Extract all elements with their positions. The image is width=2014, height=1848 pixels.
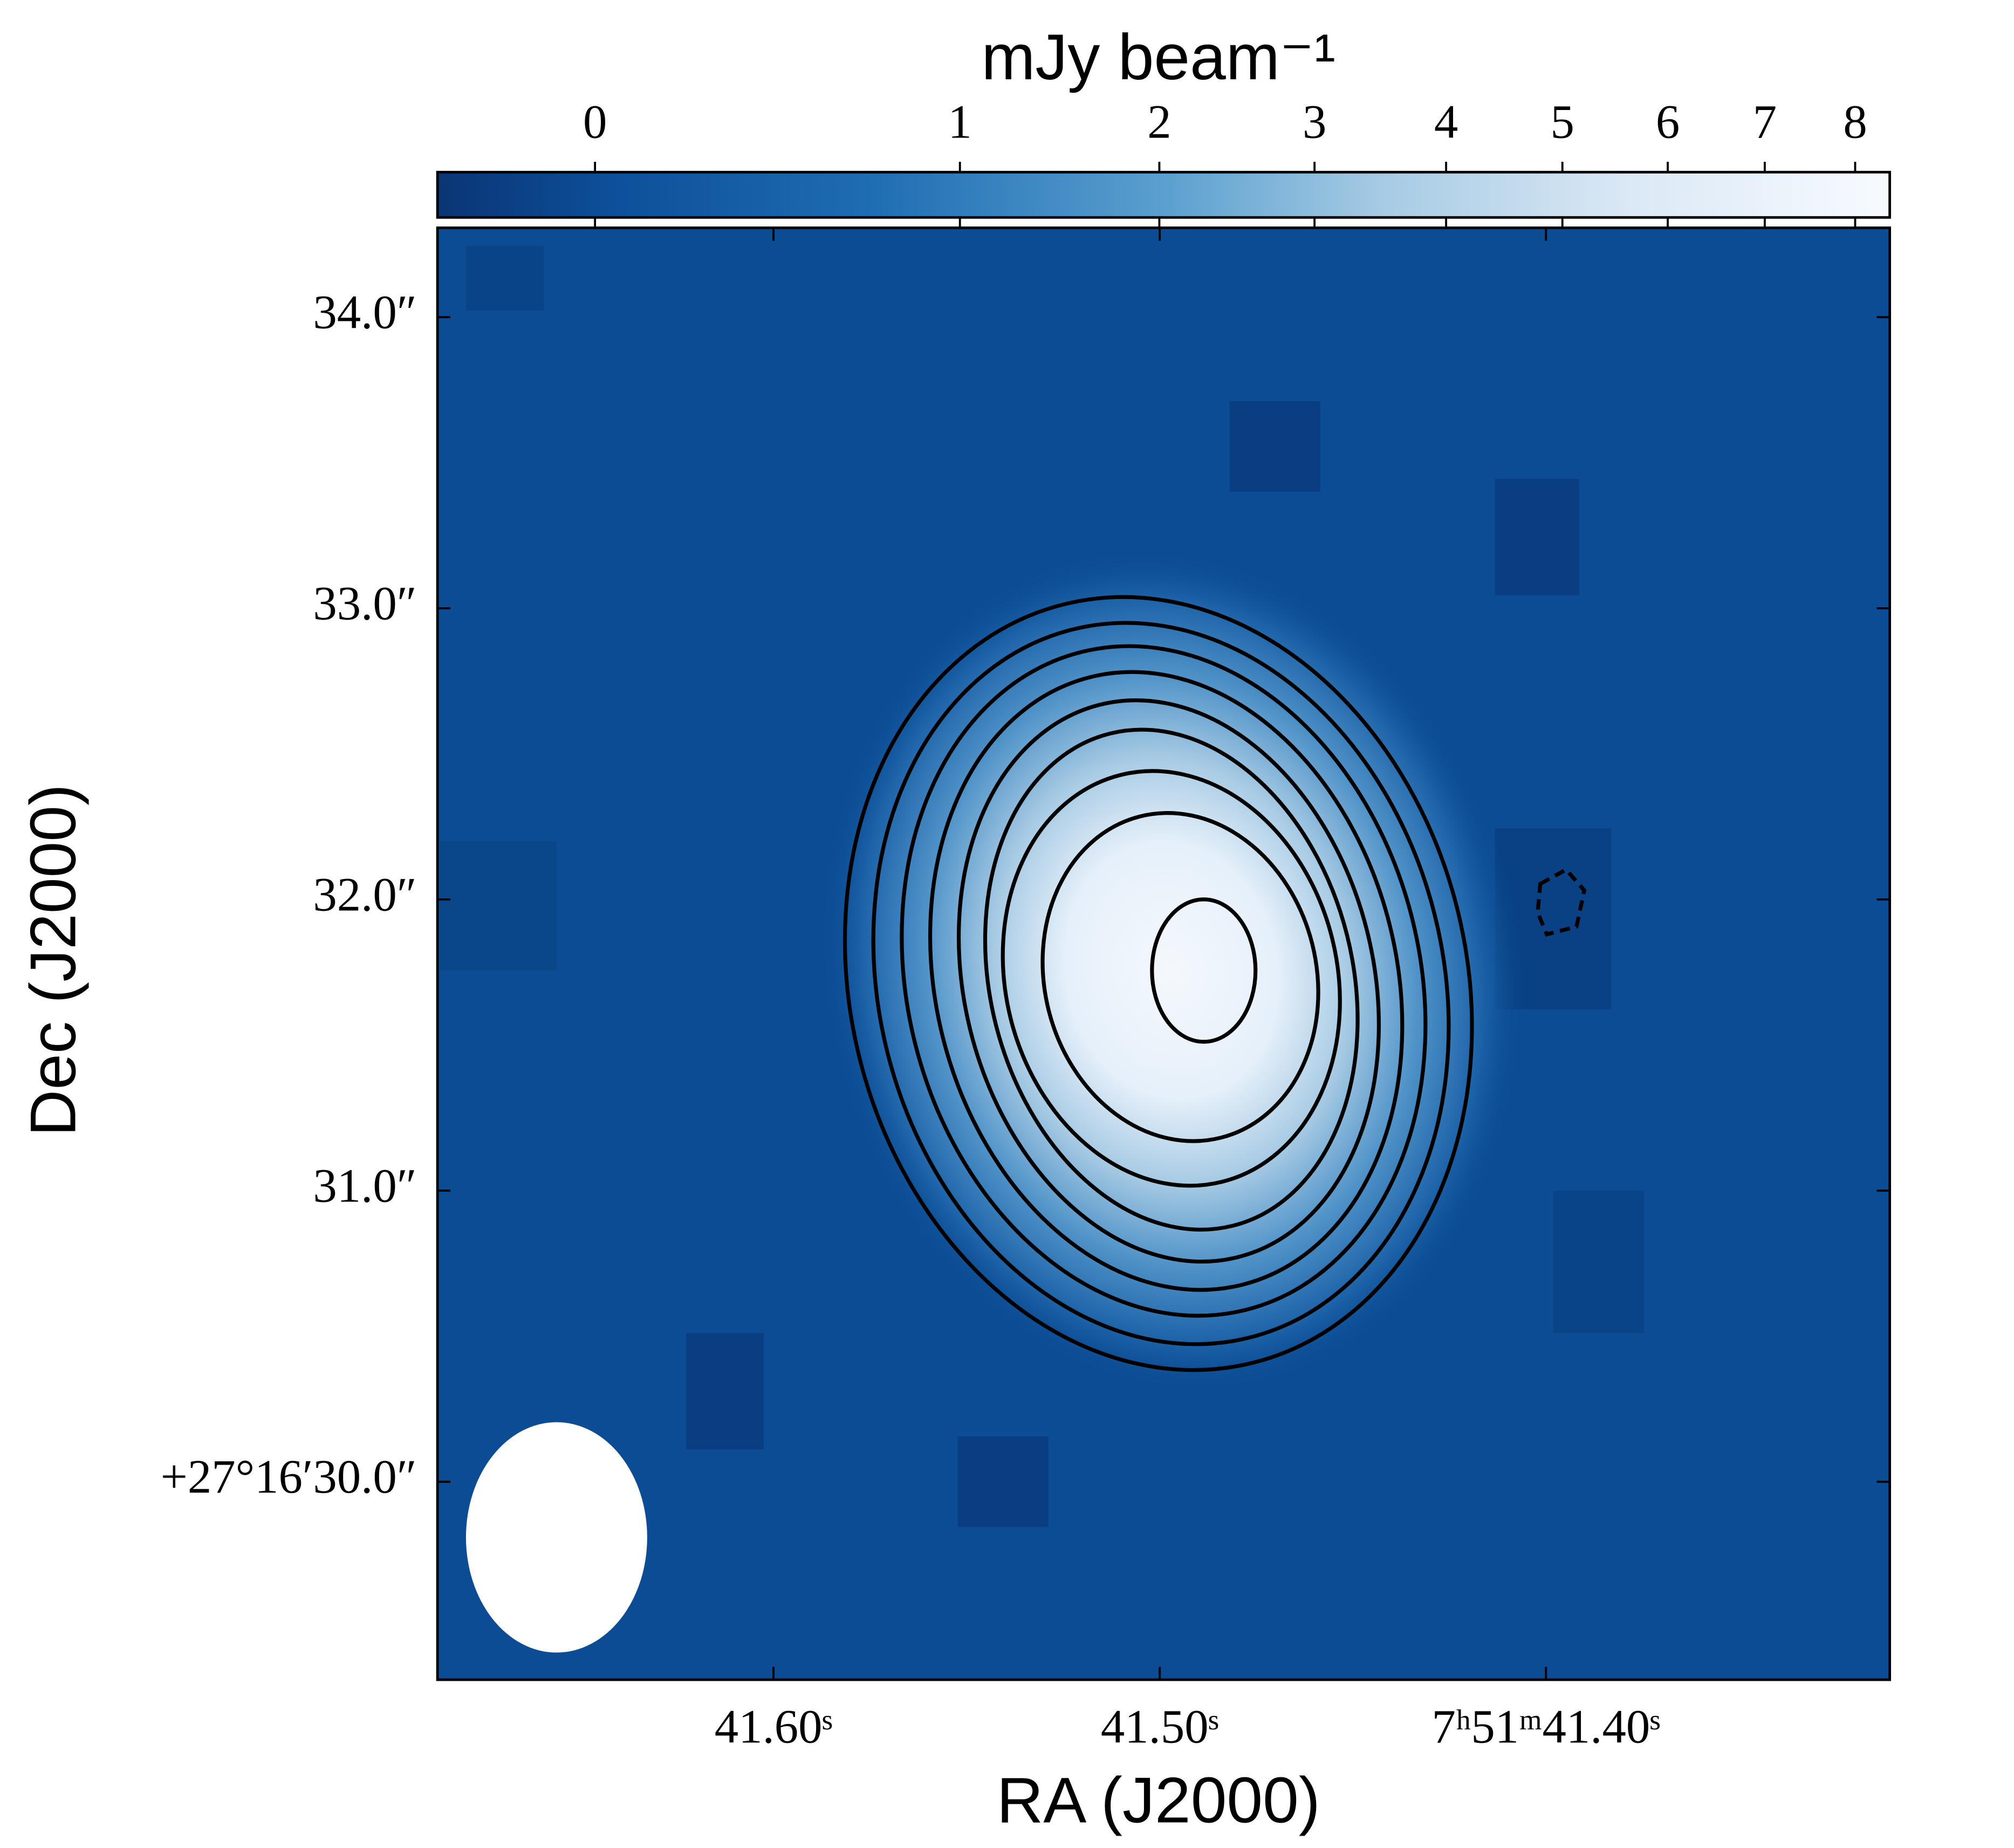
source-emission bbox=[818, 546, 1525, 1395]
x-tick-label: 41.60ˢ bbox=[715, 1700, 833, 1753]
noise bbox=[1495, 478, 1579, 595]
y-tick-label: 33.0″ bbox=[313, 577, 416, 630]
colorbar-tick-label: 2 bbox=[1147, 96, 1171, 149]
image bbox=[437, 228, 1890, 1680]
x-tick-label: 7ʰ51ᵐ41.40ˢ bbox=[1431, 1700, 1660, 1753]
colorbar-label: mJy beam⁻¹ bbox=[981, 21, 1335, 93]
negative-contour bbox=[1536, 867, 1587, 937]
y-tick-label: 31.0″ bbox=[313, 1159, 416, 1212]
noise bbox=[957, 1436, 1049, 1527]
contour bbox=[900, 644, 1428, 1318]
colorbar-tick-label: 8 bbox=[1843, 96, 1867, 149]
colorbar-tick-label: 5 bbox=[1551, 96, 1574, 149]
colorbar-tick-label: 0 bbox=[583, 96, 607, 149]
contour bbox=[1040, 811, 1320, 1143]
contour bbox=[956, 698, 1381, 1264]
noise bbox=[1553, 1190, 1644, 1333]
colorbar-tick-label: 6 bbox=[1656, 96, 1680, 149]
x-tick-label: 41.50ˢ bbox=[1101, 1700, 1219, 1753]
noise bbox=[1229, 401, 1320, 492]
colorbar-tick-label: 4 bbox=[1434, 96, 1458, 149]
colorbar-tick-label: 7 bbox=[1753, 96, 1777, 149]
colorbar-tick-label: 1 bbox=[948, 96, 972, 149]
colorbar-tick-label: 3 bbox=[1303, 96, 1326, 149]
noise bbox=[686, 1332, 764, 1449]
y-tick-label: 34.0″ bbox=[313, 286, 416, 339]
contour bbox=[871, 621, 1451, 1347]
x-axis-label: RA (J2000) bbox=[997, 1764, 1320, 1836]
noise bbox=[465, 246, 544, 311]
colorbar bbox=[436, 170, 1892, 219]
contours bbox=[842, 595, 1587, 1372]
beam bbox=[465, 1422, 647, 1653]
y-axis-label: Dec (J2000) bbox=[17, 784, 90, 1136]
contour bbox=[983, 727, 1360, 1232]
contour bbox=[842, 595, 1474, 1372]
plot-frame bbox=[436, 226, 1892, 1681]
noise bbox=[440, 841, 557, 971]
contour bbox=[1150, 897, 1258, 1044]
y-tick-label: 32.0″ bbox=[313, 868, 416, 921]
contour bbox=[928, 670, 1405, 1292]
contour bbox=[1001, 769, 1342, 1188]
y-tick-label: +27°16′30.0″ bbox=[161, 1451, 417, 1503]
